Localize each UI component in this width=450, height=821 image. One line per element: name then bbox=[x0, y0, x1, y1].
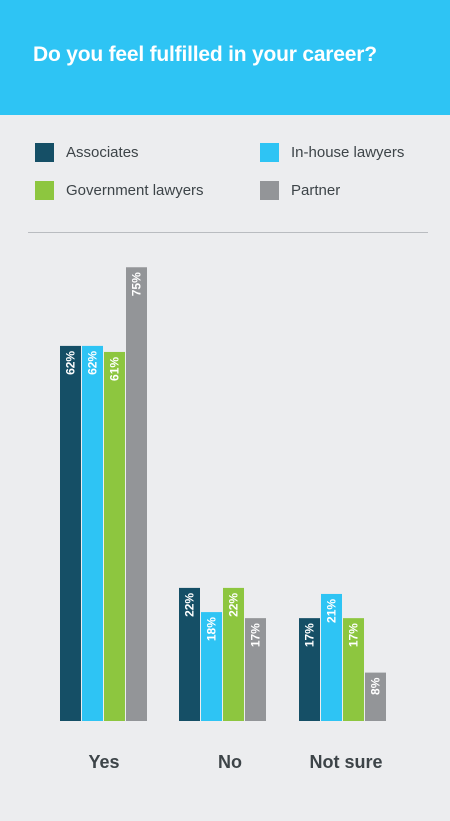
chart-title: Do you feel fulfilled in your career? bbox=[33, 43, 377, 66]
legend-label-associates: Associates bbox=[66, 144, 139, 161]
bar-label-not-sure-government-lawyers: 17% bbox=[347, 623, 361, 647]
bar-not-sure-partner bbox=[365, 672, 386, 721]
bar-not-sure-government-lawyers bbox=[343, 618, 364, 721]
bar-label-yes-partner: 75% bbox=[130, 272, 144, 296]
bar-label-not-sure-partner: 8% bbox=[369, 677, 383, 695]
bar-not-sure-associates bbox=[299, 618, 320, 721]
bar-yes-partner bbox=[126, 267, 147, 721]
bar-no-government-lawyers bbox=[223, 587, 244, 721]
legend-swatch-government-lawyers bbox=[35, 181, 54, 200]
legend-swatch-partner bbox=[260, 181, 279, 200]
bar-yes-in-house-lawyers bbox=[82, 345, 103, 721]
legend-label-government-lawyers: Government lawyers bbox=[66, 182, 204, 199]
bar-label-yes-in-house-lawyers: 62% bbox=[86, 351, 100, 375]
bar-not-sure-in-house-lawyers bbox=[321, 593, 342, 721]
category-label-no: No bbox=[218, 752, 242, 772]
bar-label-not-sure-in-house-lawyers: 21% bbox=[325, 599, 339, 623]
category-label-yes: Yes bbox=[88, 752, 119, 772]
bar-label-not-sure-associates: 17% bbox=[303, 623, 317, 647]
bar-yes-associates bbox=[60, 345, 81, 721]
bar-label-yes-associates: 62% bbox=[64, 351, 78, 375]
legend-label-in-house-lawyers: In-house lawyers bbox=[291, 144, 405, 161]
bar-yes-government-lawyers bbox=[104, 351, 125, 721]
bar-label-yes-government-lawyers: 61% bbox=[108, 357, 122, 381]
bar-no-in-house-lawyers bbox=[201, 612, 222, 721]
category-label-not-sure: Not sure bbox=[309, 752, 382, 772]
legend-swatch-in-house-lawyers bbox=[260, 143, 279, 162]
legend-label-partner: Partner bbox=[291, 182, 341, 199]
bar-label-no-government-lawyers: 22% bbox=[227, 593, 241, 617]
legend-swatch-associates bbox=[35, 143, 54, 162]
bar-label-no-partner: 17% bbox=[249, 623, 263, 647]
bar-label-no-associates: 22% bbox=[183, 593, 197, 617]
legend-divider bbox=[28, 232, 428, 233]
bar-no-associates bbox=[179, 587, 200, 721]
header-banner: Do you feel fulfilled in your career? bbox=[0, 0, 450, 115]
bar-label-no-in-house-lawyers: 18% bbox=[205, 617, 219, 641]
bar-no-partner bbox=[245, 618, 266, 721]
